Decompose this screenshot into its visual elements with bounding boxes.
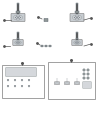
Bar [76,33,78,40]
Ellipse shape [14,15,23,20]
FancyBboxPatch shape [72,39,82,45]
Ellipse shape [75,16,76,17]
Ellipse shape [74,17,75,18]
Ellipse shape [7,79,9,81]
Bar [17,33,19,40]
Ellipse shape [83,77,85,79]
Bar [17,3,19,4]
Ellipse shape [19,18,20,19]
Bar [76,38,78,39]
FancyBboxPatch shape [64,82,70,84]
Ellipse shape [28,85,30,87]
Ellipse shape [78,16,79,17]
Ellipse shape [55,82,59,84]
Ellipse shape [19,42,20,43]
Ellipse shape [16,18,17,19]
FancyBboxPatch shape [44,18,48,22]
Bar [17,38,19,39]
Ellipse shape [78,42,79,43]
Ellipse shape [78,18,79,19]
Ellipse shape [73,15,82,20]
Ellipse shape [74,41,80,44]
Ellipse shape [87,77,89,79]
Ellipse shape [14,79,16,81]
Ellipse shape [21,79,23,81]
Ellipse shape [83,69,85,71]
Ellipse shape [20,17,21,18]
Ellipse shape [16,16,17,17]
Ellipse shape [87,73,89,75]
Ellipse shape [21,85,23,87]
FancyBboxPatch shape [6,68,36,76]
Bar [76,32,78,33]
Bar [17,4,19,14]
FancyBboxPatch shape [74,82,80,84]
FancyBboxPatch shape [49,45,51,47]
FancyBboxPatch shape [13,39,23,45]
Ellipse shape [83,73,85,75]
Ellipse shape [75,82,78,84]
FancyBboxPatch shape [41,45,43,47]
FancyBboxPatch shape [70,14,84,21]
Ellipse shape [75,18,76,19]
Ellipse shape [15,41,21,44]
Bar [75,11,79,13]
FancyBboxPatch shape [83,82,91,88]
Bar [16,11,20,13]
Bar [76,4,78,14]
FancyBboxPatch shape [54,82,60,84]
Ellipse shape [19,16,20,17]
FancyBboxPatch shape [45,45,47,47]
Ellipse shape [14,85,16,87]
Ellipse shape [65,82,69,84]
Bar [48,62,95,99]
Ellipse shape [79,17,80,18]
Bar [76,3,78,4]
Ellipse shape [15,17,16,18]
Ellipse shape [76,17,78,18]
Bar [2,65,44,98]
Ellipse shape [7,85,9,87]
Ellipse shape [87,69,89,71]
Ellipse shape [28,79,30,81]
Ellipse shape [75,42,76,43]
Ellipse shape [17,17,19,18]
FancyBboxPatch shape [11,14,25,21]
Bar [17,32,19,33]
Ellipse shape [16,42,17,43]
